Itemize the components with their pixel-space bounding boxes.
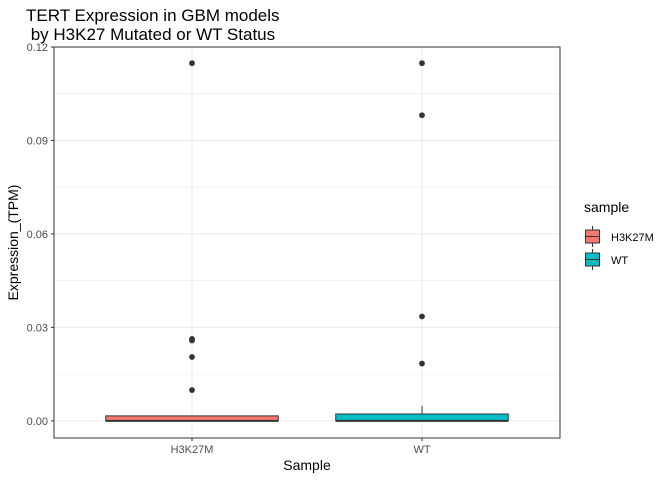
outlier-point xyxy=(419,112,425,119)
chart-title-line-2: by H3K27 Mutated or WT Status xyxy=(26,25,275,44)
y-axis-title: Expression_(TPM) xyxy=(5,185,21,301)
box-iqr xyxy=(335,413,509,422)
y-tick-label: 0.12 xyxy=(27,42,48,54)
legend: sample H3K27M WT xyxy=(584,199,654,271)
plot-panel-border xyxy=(53,46,561,439)
chart-title: TERT Expression in GBM models by H3K27 M… xyxy=(26,6,280,44)
outlier-point xyxy=(419,313,425,320)
y-tick-label: 0.09 xyxy=(27,135,48,147)
outlier-point xyxy=(189,60,195,67)
outlier-point xyxy=(189,387,195,393)
y-axis-ticks: 0.00 0.03 0.06 0.09 0.12 xyxy=(27,42,54,428)
boxes xyxy=(105,405,509,422)
x-axis-ticks: H3K27M WT xyxy=(171,438,431,456)
chart-title-line-1: TERT Expression in GBM models xyxy=(26,6,280,25)
box-wt xyxy=(335,405,509,422)
box-h3k27m xyxy=(105,415,279,422)
legend-item-wt: WT xyxy=(584,248,628,271)
outlier-point xyxy=(419,60,425,67)
y-tick-label: 0.06 xyxy=(27,229,48,241)
outlier-point xyxy=(189,337,195,344)
x-axis-title: Sample xyxy=(283,457,331,473)
legend-title: sample xyxy=(584,199,629,215)
legend-label: H3K27M xyxy=(611,232,654,244)
outlier-points xyxy=(189,60,425,393)
outlier-point xyxy=(419,360,425,367)
minor-gridlines xyxy=(54,93,560,375)
x-tick-label: H3K27M xyxy=(171,444,214,456)
legend-label: WT xyxy=(611,255,628,267)
legend-item-h3k27m: H3K27M xyxy=(584,225,654,248)
y-tick-label: 0.03 xyxy=(27,322,48,334)
y-tick-label: 0.00 xyxy=(27,416,48,428)
plot-panel xyxy=(54,47,560,438)
outlier-point xyxy=(189,354,195,360)
x-tick-label: WT xyxy=(413,444,430,456)
